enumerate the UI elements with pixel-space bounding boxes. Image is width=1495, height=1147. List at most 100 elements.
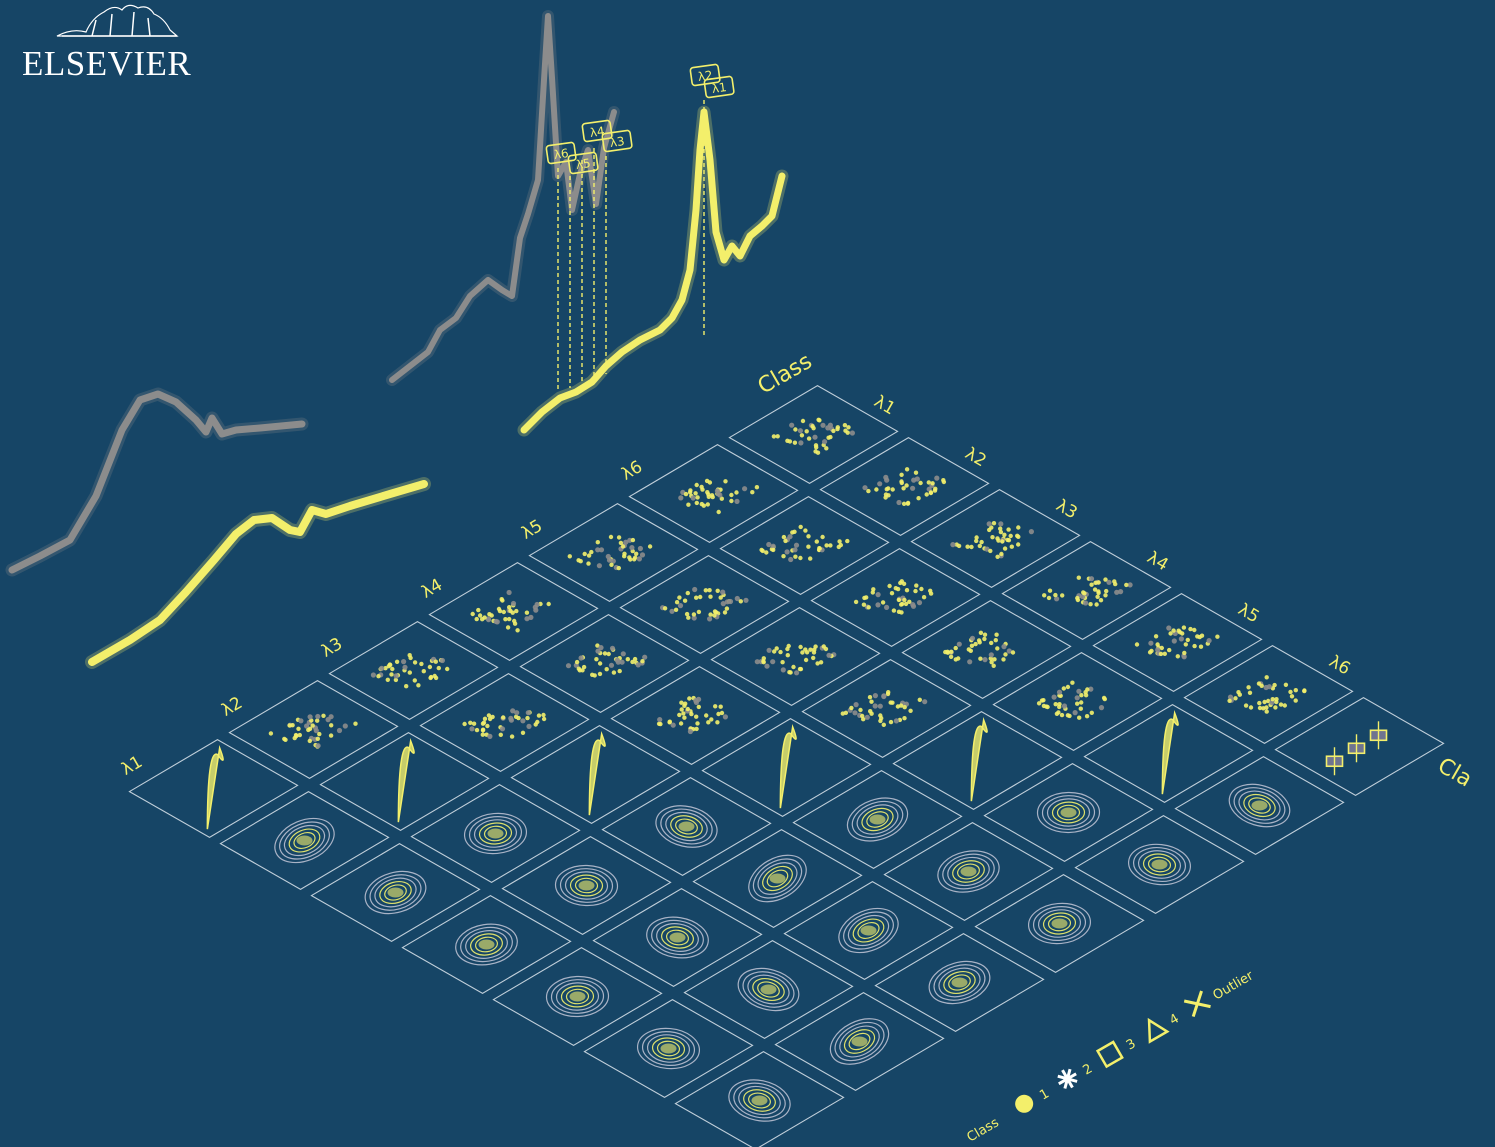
matrix-cell-4-2 [710,607,881,706]
matrix-cell-0-3 [401,895,572,994]
matrix-cell-5-5 [1083,704,1254,803]
yellow-spectrum-left [88,480,428,666]
legend-item: 1 [1015,1086,1052,1113]
matrix-cell-5-3 [901,600,1072,699]
peak-label-box: λ3 [601,129,633,153]
peak-label-text: λ6 [553,146,570,162]
matrix-cell-6-0 [728,385,899,484]
matrix-row-label: λ5 [518,516,546,544]
matrix-col-label: λ3 [1053,496,1081,524]
matrix-cell-2-6 [874,933,1045,1032]
yellow-spectrum-right [520,108,786,434]
matrix-cell-5-4 [992,652,1163,751]
legend-item-label: 2 [1081,1061,1096,1078]
matrix-cell-5-6 [1174,756,1345,855]
matrix-cell-6-6 [1274,697,1445,796]
matrix-cell-6-2 [910,489,1081,588]
matrix-cell-6-5 [1183,645,1354,744]
matrix-cell-1-5 [683,940,854,1039]
elsevier-wordmark: ELSEVIER [22,44,192,83]
peak-label-box: λ1 [703,75,735,99]
matrix-row-label: λ6 [618,457,646,485]
matrix-cell-5-2 [810,548,981,647]
elsevier-logo: ELSEVIER [22,0,212,90]
peak-label-text: λ1 [711,80,728,96]
legend-title: Class [965,1115,1002,1145]
matrix-cell-3-4 [792,770,963,869]
matrix-row-label: λ2 [218,693,246,721]
matrix-col-label: λ2 [962,444,990,472]
matrix-cell-2-5 [783,881,954,980]
peak-marker-lines [557,100,705,392]
legend-item-label: 1 [1037,1086,1052,1103]
matrix-row-label: λ1 [118,752,146,780]
matrix-cell-4-3 [801,659,972,758]
peak-label-text: λ5 [575,156,592,172]
matrix-row-label: λ3 [318,634,346,662]
matrix-cell-0-4 [492,947,663,1046]
matrix-col-label: λ4 [1144,548,1172,576]
matrix-col-label: λ1 [871,392,899,420]
spectra-curves [5,10,789,669]
scatterplot-matrix: λ1 λ2 λ3 λ4 λ5 λ6 λ1 λ2 λ3 λ4 λ5 λ6 Class Cla [118,349,1476,1147]
matrix-cell-6-4 [1092,593,1263,692]
matrix-cell-1-1 [319,732,490,831]
matrix-corner-label: Cla [1433,753,1476,792]
square-icon [1095,1040,1124,1069]
matrix-cell-3-3 [701,718,872,817]
grey-spectrum-left-band [5,387,309,577]
matrix-cell-1-3 [501,836,672,935]
matrix-cell-0-0 [128,739,299,838]
matrix-cell-3-5 [883,822,1054,921]
grey-spectrum-right [389,13,617,383]
grey-spectrum-left [8,390,306,574]
filled-circle-icon [1015,1094,1034,1113]
matrix-cell-2-0 [328,621,499,720]
legend-item: 3 [1095,1036,1139,1069]
matrix-cell-4-1 [619,555,790,654]
matrix-cell-2-1 [419,673,590,772]
matrix-cell-3-2 [610,666,781,765]
matrix-col-label: λ5 [1235,600,1263,628]
matrix-cell-0-1 [219,791,390,890]
asterisk-icon [1057,1068,1078,1089]
matrix-cell-4-5 [983,763,1154,862]
legend-item-label: 4 [1167,1011,1182,1028]
matrix-col-label: λ6 [1326,652,1354,680]
triangle-icon [1147,1017,1170,1044]
matrix-cell-2-4 [692,829,863,928]
legend-item: 4 [1147,1011,1182,1044]
matrix-cell-2-2 [510,725,681,824]
peak-label-text: λ4 [589,124,606,140]
matrix-cell-1-4 [592,888,763,987]
matrix-cell-5-1 [719,496,890,595]
matrix-cell-0-6 [674,1051,845,1147]
legend-item: 2 [1057,1061,1096,1089]
elsevier-tree-icon [56,4,179,37]
matrix-cell-2-3 [601,777,772,876]
peak-label-box: λ5 [567,151,599,175]
matrix-cell-5-0 [628,444,799,543]
matrix-cell-1-2 [410,784,581,883]
matrix-cell-6-3 [1001,541,1172,640]
class-legend: Class 1 2 3 4 Outlier [965,968,1257,1145]
matrix-cell-1-0 [228,680,399,779]
legend-item-label: Outlier [1210,968,1256,1003]
matrix-cell-4-4 [892,711,1063,810]
matrix-cell-1-6 [774,992,945,1091]
peak-label-box: λ6 [545,141,577,165]
legend-item: Outlier [1183,968,1257,1018]
peak-label-text: λ3 [609,134,626,150]
legend-item-label: 3 [1124,1036,1139,1053]
grey-spectrum-right-band [386,10,620,386]
matrix-cell-0-2 [310,843,481,942]
matrix-cell-3-1 [519,614,690,713]
matrix-row-label: λ4 [418,575,446,603]
cross-icon [1183,990,1211,1018]
matrix-cell-3-0 [428,562,599,661]
matrix-cell-4-0 [528,503,699,602]
matrix-cell-4-6 [1074,815,1245,914]
matrix-cell-6-1 [819,437,990,536]
